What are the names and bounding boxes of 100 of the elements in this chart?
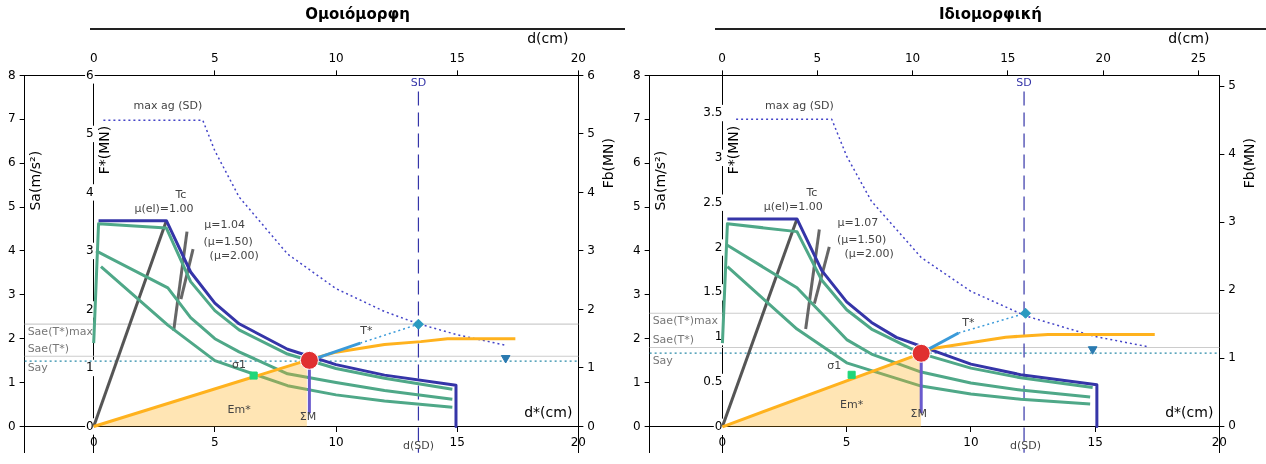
y2-tick-label: 0 [587, 418, 596, 433]
y-tick-label: 1 [7, 374, 16, 389]
ref-line-label: Sae(T*) [27, 341, 69, 355]
annotation: (μ=2.00) [209, 249, 259, 263]
y-axis-title: Sa(m/s²) [652, 150, 669, 211]
y-tick-label: 7 [632, 111, 641, 126]
x2-tick-label: 0 [718, 51, 726, 66]
y2-tick-label: 4 [587, 184, 596, 199]
y-tick-label: 8 [7, 67, 16, 82]
y3-tick-label: 0.5 [703, 374, 723, 389]
y3-tick-label: 2 [86, 301, 94, 316]
y2-axis-title: Fb(MN) [599, 137, 616, 189]
y-tick-label: 6 [7, 155, 16, 170]
y3-tick-label: 0 [714, 418, 723, 433]
x2-tick-label: 15 [449, 51, 465, 66]
annotation: T* [961, 315, 976, 329]
annotation: ΣM [910, 407, 927, 421]
y-axis-title: Sa(m/s²) [27, 150, 44, 211]
y2-tick-label: 4 [1228, 146, 1237, 161]
y-tick-label: 0 [7, 418, 16, 433]
annotation: μ=1.04 [204, 218, 245, 232]
x2-tick-label: 20 [570, 51, 587, 66]
y-tick-label: 1 [632, 374, 641, 389]
x2-tick-label: 20 [1095, 51, 1111, 66]
annotation: max ag (SD) [133, 98, 203, 112]
ref-line-label: Say [652, 353, 674, 367]
annotation: μ(el)=1.00 [134, 201, 194, 215]
y-tick-label: 3 [7, 286, 16, 301]
ref-line-label: SD [1016, 75, 1032, 89]
y3-axis-title: F*(MN) [96, 125, 113, 175]
y3-axis-title: F*(MN) [725, 125, 742, 175]
ref-line-label: Sae(T*) [652, 332, 694, 346]
y-tick-label: 2 [7, 330, 16, 345]
x-tick-label: 5 [211, 434, 219, 449]
annotation: (μ=2.00) [844, 246, 894, 260]
annotation: max ag (SD) [765, 99, 834, 113]
chart-title: Ομοιόμορφη [90, 0, 625, 30]
y3-tick-label: 3 [86, 243, 94, 258]
y-tick-label: 2 [632, 330, 641, 345]
y-tick-label: 7 [7, 111, 16, 126]
y-tick-label: 6 [632, 155, 641, 170]
y3-tick-label: 4 [86, 184, 94, 199]
y2-tick-label: 1 [1228, 350, 1237, 365]
x2-tick-label: 25 [1190, 51, 1207, 66]
y3-tick-label: 6 [86, 67, 94, 82]
y2-tick-label: 0 [1228, 418, 1237, 433]
annotation: μ=1.07 [837, 215, 879, 229]
y2-tick-label: 6 [587, 67, 596, 82]
y3-tick-label: 2.5 [703, 194, 723, 209]
y3-tick-label: 3.5 [703, 105, 723, 120]
y3-tick-label: 1.5 [703, 284, 723, 299]
ref-line-label: Sae(T*)max [652, 313, 719, 327]
y-tick-label: 3 [632, 286, 641, 301]
y2-tick-label: 5 [1228, 78, 1237, 93]
chart-title: Ιδιομορφική [715, 0, 1266, 30]
x2-tick-label: 15 [1000, 51, 1016, 66]
x2-tick-label: 5 [211, 51, 219, 66]
y2-tick-label: 3 [587, 243, 596, 258]
annotation: (μ=1.50) [836, 233, 887, 247]
annotation: Em* [227, 402, 252, 416]
annotation: μ(el)=1.00 [763, 199, 823, 213]
annotation: Em* [840, 397, 864, 411]
ref-line-label: Sae(T*)max [27, 324, 94, 338]
x2-tick-label: 0 [89, 51, 98, 66]
y3-tick-label: 1 [86, 360, 94, 375]
y2-tick-label: 1 [587, 360, 596, 375]
y-tick-label: 4 [7, 243, 16, 258]
annotation: Tc [174, 188, 187, 202]
x-tick-label: 10 [963, 434, 979, 449]
y3-tick-label: 5 [86, 126, 94, 141]
x-tick-label: 5 [842, 434, 851, 449]
x2-axis-title: d(cm) [1168, 29, 1210, 46]
y-tick-label: 4 [632, 243, 641, 258]
ref-line-label: SD [410, 75, 427, 89]
y-tick-label: 5 [7, 199, 16, 214]
x2-tick-label: 10 [328, 51, 344, 66]
y-tick-label: 8 [632, 67, 641, 82]
y2-tick-label: 3 [1228, 214, 1237, 229]
x2-axis-title: d(cm) [527, 29, 569, 46]
annotation: ΣM [299, 409, 317, 423]
annotation: d(SD) [402, 439, 434, 453]
x-tick-label: 15 [1087, 434, 1103, 449]
y-tick-label: 0 [632, 418, 641, 433]
y2-tick-label: 5 [587, 126, 596, 141]
annotation: σ1 [232, 357, 247, 371]
y3-tick-label: 0 [86, 418, 94, 433]
ref-line-label: Say [27, 361, 49, 375]
x-axis-title: d*(cm) [1165, 404, 1214, 421]
y3-tick-label: 1 [714, 329, 723, 344]
y2-tick-label: 2 [587, 301, 596, 316]
annotation: d(SD) [1010, 439, 1042, 453]
y3-tick-label: 3 [714, 150, 723, 164]
annotation: T* [359, 323, 373, 337]
x2-tick-label: 5 [813, 51, 822, 66]
x-tick-label: 15 [449, 434, 465, 449]
annotation: σ1 [827, 358, 842, 372]
y3-tick-label: 2 [714, 239, 723, 254]
x-tick-label: 10 [328, 434, 344, 449]
annotation: (μ=1.50) [203, 235, 253, 249]
annotation: Tc [805, 186, 818, 200]
